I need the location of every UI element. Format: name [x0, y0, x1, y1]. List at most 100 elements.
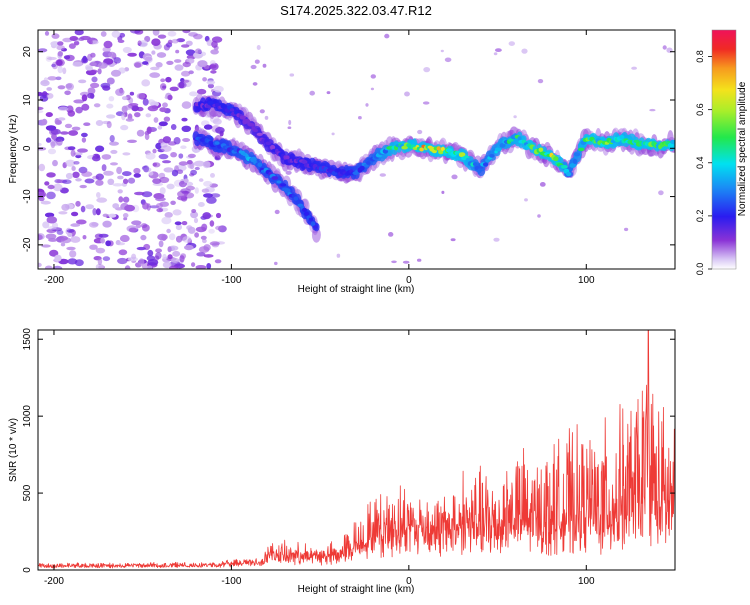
noise-blob	[133, 167, 141, 174]
noise-blob	[47, 184, 55, 190]
noise-blob	[145, 113, 152, 118]
spectrogram-y-tick-label: 0	[22, 145, 33, 151]
noise-blob	[118, 196, 124, 203]
noise-blob	[52, 265, 63, 269]
noise-blob	[90, 40, 99, 45]
noise-blob	[182, 61, 191, 68]
snr-y-tick-label: 0	[22, 567, 33, 573]
noise-blob	[45, 125, 57, 131]
noise-blob	[117, 39, 125, 43]
noise-blob	[159, 107, 167, 113]
branch-core	[302, 207, 307, 212]
noise-blob	[202, 238, 207, 244]
noise-blob	[417, 129, 423, 135]
noise-blob	[43, 77, 48, 84]
colorbar-gradient	[712, 30, 736, 269]
noise-blob	[166, 228, 171, 234]
noise-blob	[71, 211, 79, 217]
noise-blob	[109, 141, 119, 146]
noise-blob	[137, 40, 142, 46]
noise-blob	[82, 235, 87, 240]
noise-blob	[140, 234, 147, 241]
noise-blob	[95, 120, 104, 126]
ridge-core	[285, 155, 290, 160]
noise-blob	[58, 106, 69, 112]
noise-blob	[191, 209, 197, 213]
noise-blob	[50, 41, 60, 47]
snr-y-label: SNR (10 * v/v)	[8, 418, 19, 482]
spectrogram-x-tick-label: 100	[578, 275, 595, 286]
noise-blob	[118, 249, 128, 256]
noise-blob	[167, 31, 177, 37]
noise-blob	[147, 259, 159, 266]
noise-blob	[38, 106, 44, 111]
ridge-core	[517, 136, 522, 141]
noise-blob	[162, 136, 171, 144]
snr-frame	[37, 329, 676, 571]
ridge-core	[578, 147, 585, 152]
noise-blob	[214, 259, 222, 264]
noise-blob	[98, 233, 109, 238]
colorbar-tick-label: 0.4	[695, 157, 705, 170]
noise-blob	[111, 30, 121, 38]
noise-blob	[444, 57, 452, 63]
noise-blob	[47, 148, 57, 155]
noise-blob	[125, 118, 135, 122]
noise-blob	[81, 137, 87, 143]
noise-blob	[215, 225, 223, 231]
noise-blob	[167, 94, 173, 101]
noise-blob	[142, 202, 149, 210]
noise-blob	[215, 126, 225, 134]
noise-blob	[117, 257, 128, 265]
noise-blob	[92, 208, 97, 216]
branch-core	[280, 183, 287, 187]
noise-blob	[162, 261, 172, 269]
noise-blob	[162, 253, 167, 260]
noise-blob	[116, 166, 122, 175]
noise-blob	[193, 160, 205, 167]
noise-blob	[149, 72, 161, 78]
noise-blob	[289, 73, 295, 77]
noise-blob	[70, 223, 81, 227]
noise-blob	[162, 160, 171, 164]
noise-blob	[38, 196, 45, 202]
noise-blob	[67, 232, 73, 237]
ridge-core	[265, 141, 272, 146]
noise-blob	[65, 159, 76, 167]
noise-blob	[72, 61, 83, 67]
noise-blob	[198, 202, 205, 207]
ridge-core	[419, 147, 424, 152]
noise-blob	[195, 48, 202, 54]
noise-blob	[171, 257, 180, 263]
noise-blob	[122, 96, 128, 101]
noise-blob	[46, 93, 54, 99]
colorbar-ticks: 0.0 0.2 0.4 0.6 0.8	[695, 50, 712, 275]
noise-blob	[92, 155, 101, 162]
noise-blob	[196, 88, 207, 95]
spectrogram-y-tick-label: -10	[22, 189, 33, 204]
noise-blob	[177, 81, 187, 89]
noise-blob	[287, 126, 292, 129]
noise-blob	[162, 102, 168, 108]
branch-core	[304, 211, 310, 216]
noise-blob	[46, 87, 52, 91]
noise-blob	[195, 265, 207, 269]
noise-blob	[152, 148, 157, 154]
noise-blob	[250, 64, 257, 70]
noise-blob	[200, 235, 207, 240]
noise-blob	[134, 112, 141, 118]
noise-blob	[202, 161, 211, 169]
noise-blob	[122, 196, 130, 203]
ridge-core	[301, 160, 308, 164]
noise-blob	[127, 177, 136, 184]
noise-blob	[451, 174, 458, 180]
ridge-core	[499, 143, 506, 148]
ridge-core	[472, 162, 477, 167]
noise-blob	[198, 178, 204, 182]
noise-blob	[524, 198, 528, 202]
noise-blob	[123, 178, 129, 184]
noise-blob	[174, 59, 182, 63]
noise-blob	[181, 221, 188, 226]
noise-blob	[170, 152, 178, 158]
noise-blob	[151, 38, 161, 46]
